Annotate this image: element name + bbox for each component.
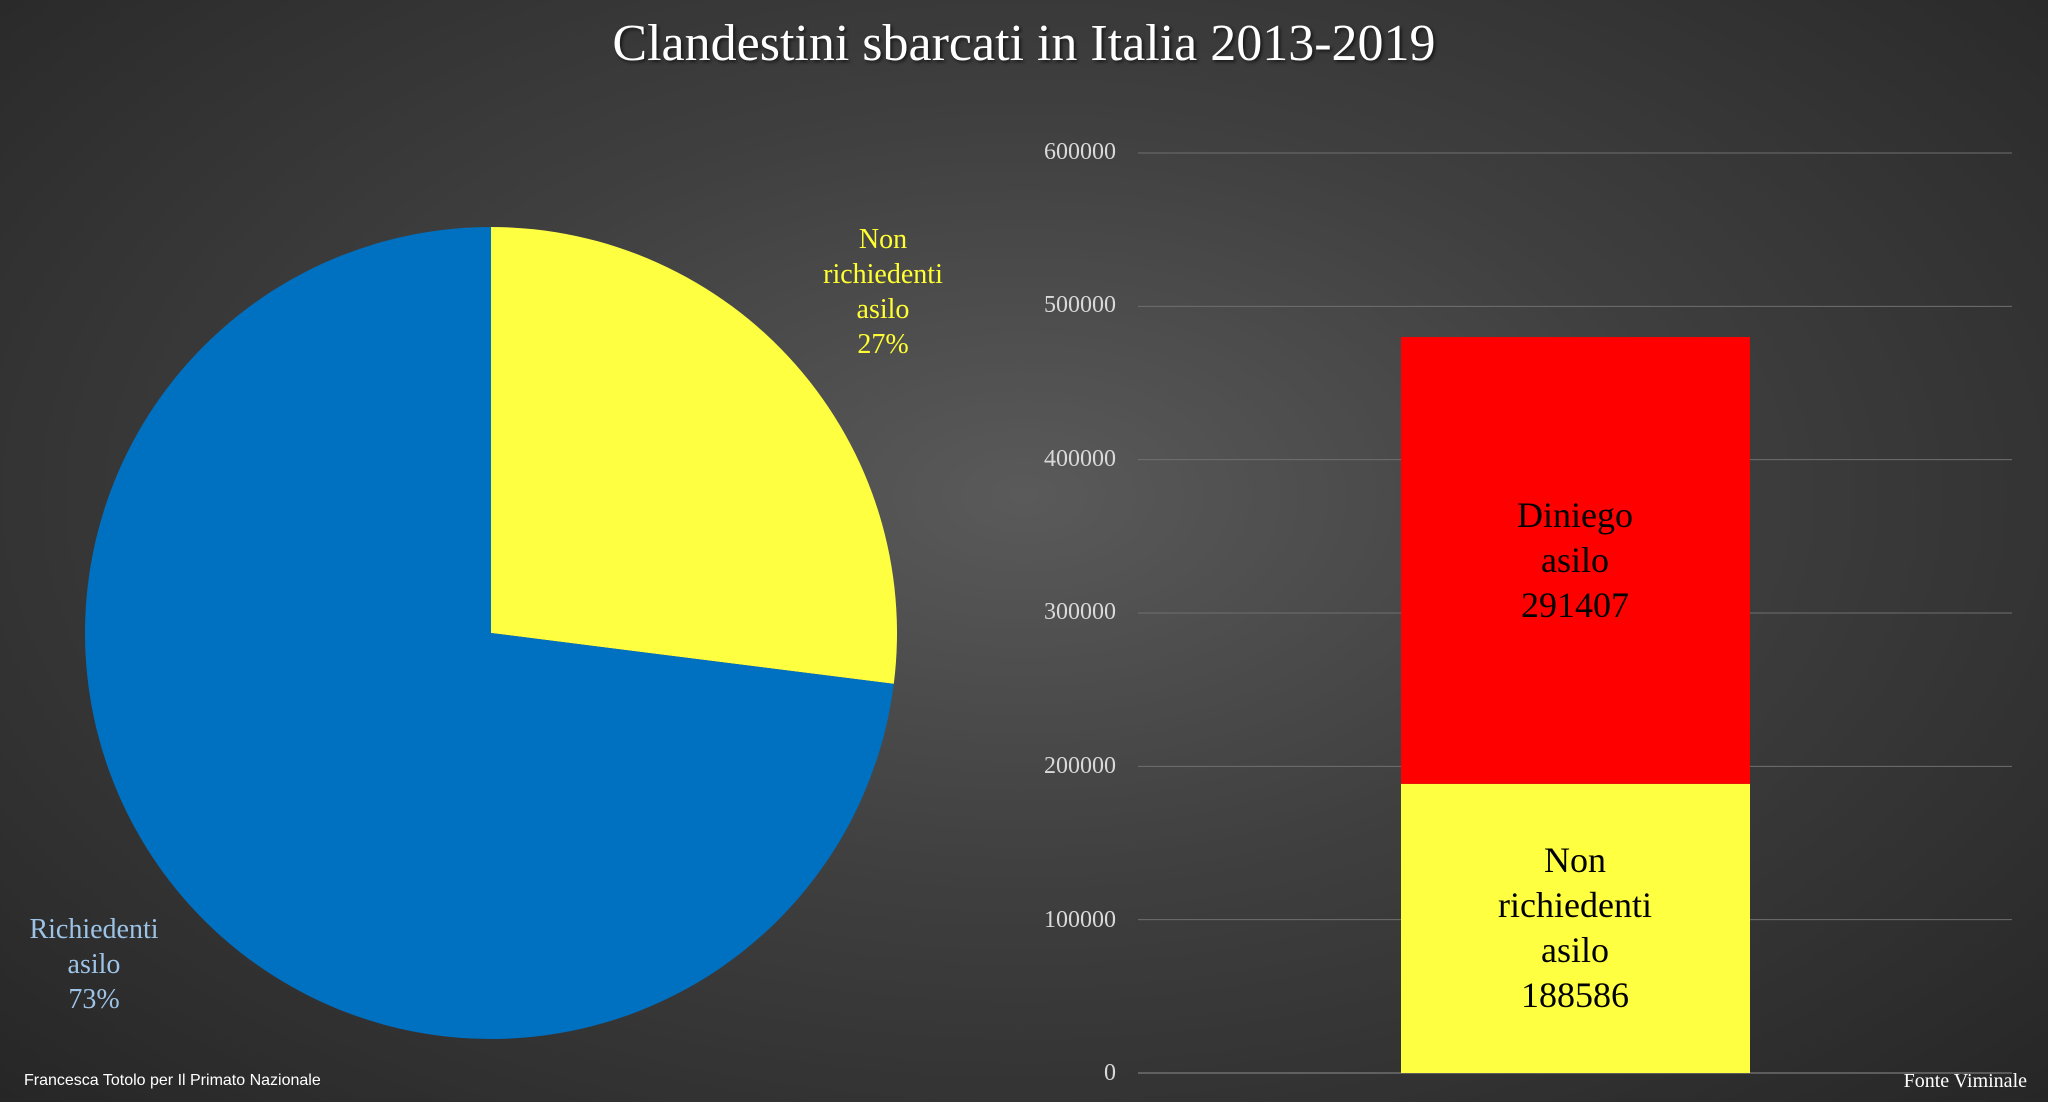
bar-segment-1 — [1401, 337, 1750, 784]
pie-label-non-richiedenti: Non richiedenti asilo 27% — [783, 222, 983, 362]
pie-label-richiedenti: Richiedenti asilo 73% — [6, 912, 182, 1017]
chart-title: Clandestini sbarcati in Italia 2013-2019 — [612, 15, 1436, 72]
bar-label-non-richiedenti-line-1: Non — [1544, 840, 1606, 880]
bar-chart — [1401, 337, 1750, 1073]
bar-label-non-richiedenti-line-2: richiedenti — [1498, 885, 1652, 925]
data-source: Fonte Viminale — [1903, 1070, 2027, 1092]
y-tick-label-500000: 500000 — [1044, 292, 1116, 318]
author-credit: Francesca Totolo per Il Primato Nazional… — [24, 1072, 321, 1089]
pie-label-non-richiedenti-percent: 27% — [857, 329, 909, 360]
pie-slice-1 — [84, 227, 894, 1039]
bar-segment-0 — [1401, 783, 1750, 1073]
pie-label-richiedenti-line-1: Richiedenti — [29, 914, 159, 945]
y-tick-label-0: 0 — [1104, 1060, 1116, 1086]
bar-label-non-richiedenti-value: 188586 — [1521, 975, 1629, 1015]
bar-label-diniego-value: 291407 — [1521, 585, 1629, 625]
bar-label-non-richiedenti-line-3: asilo — [1541, 930, 1609, 970]
pie-chart — [84, 227, 897, 1039]
pie-label-non-richiedenti-line-2: richiedenti — [823, 259, 943, 290]
y-tick-label-100000: 100000 — [1044, 907, 1116, 933]
pie-label-non-richiedenti-line-3: asilo — [856, 294, 910, 325]
pie-label-non-richiedenti-line-1: Non — [858, 224, 908, 255]
y-tick-label-300000: 300000 — [1044, 599, 1116, 625]
pie-slice-0 — [491, 227, 897, 684]
y-tick-label-200000: 200000 — [1044, 753, 1116, 779]
pie-label-richiedenti-percent: 73% — [68, 984, 120, 1015]
y-tick-label-600000: 600000 — [1044, 139, 1116, 165]
y-tick-label-400000: 400000 — [1044, 446, 1116, 472]
pie-label-richiedenti-line-2: asilo — [67, 949, 121, 980]
bar-label-diniego: Diniego asilo 291407 — [1400, 493, 1750, 628]
bar-label-diniego-line-2: asilo — [1541, 540, 1609, 580]
bar-label-diniego-line-1: Diniego — [1517, 495, 1633, 535]
bar-label-non-richiedenti: Non richiedenti asilo 188586 — [1400, 838, 1750, 1018]
